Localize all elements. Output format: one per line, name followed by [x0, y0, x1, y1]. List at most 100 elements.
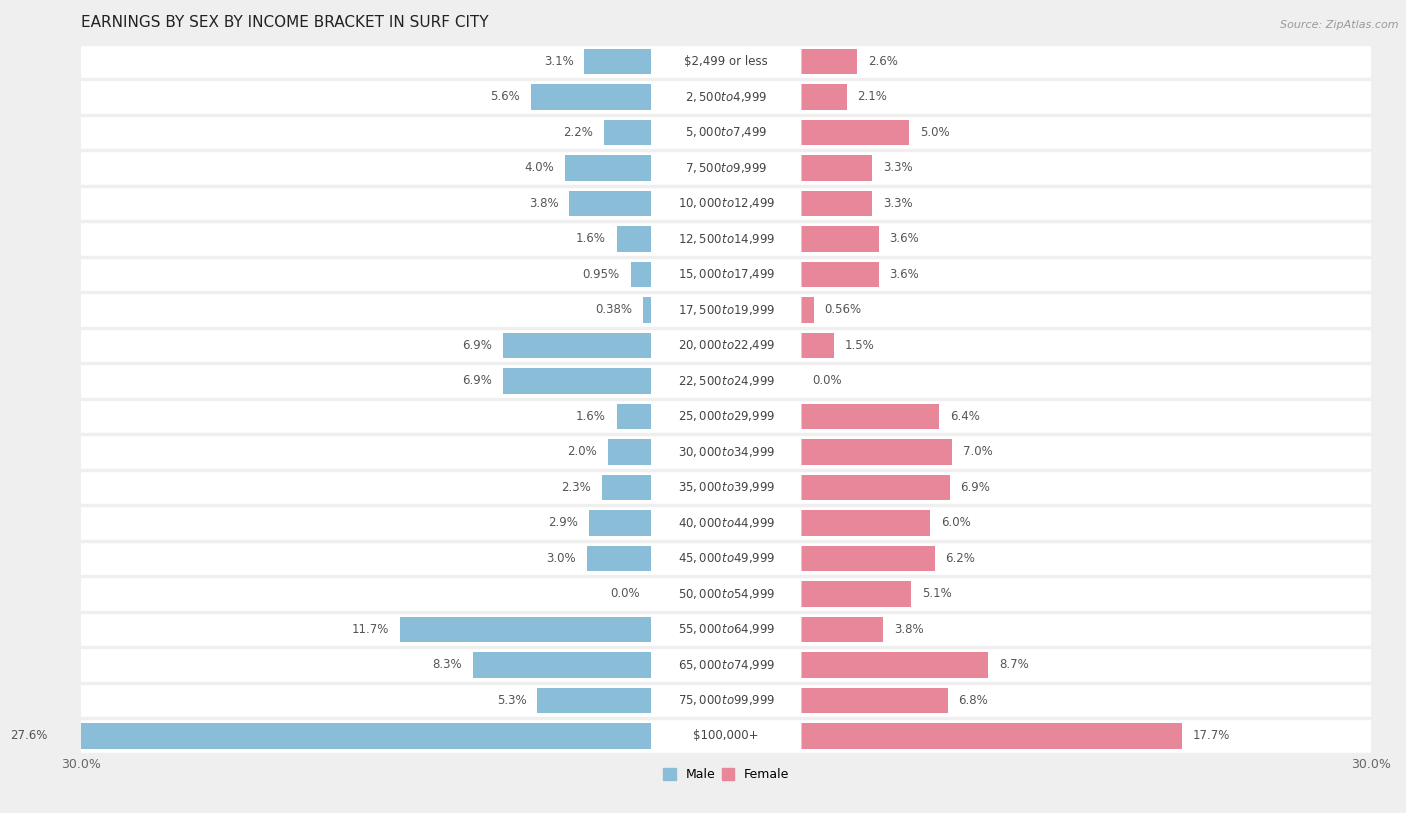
- FancyBboxPatch shape: [651, 333, 801, 359]
- FancyBboxPatch shape: [82, 291, 1371, 328]
- FancyBboxPatch shape: [651, 155, 801, 180]
- FancyBboxPatch shape: [82, 150, 1371, 186]
- FancyBboxPatch shape: [82, 433, 1371, 470]
- FancyBboxPatch shape: [82, 504, 1371, 541]
- Bar: [801, 262, 879, 287]
- FancyBboxPatch shape: [82, 469, 1371, 506]
- Text: $35,000 to $39,999: $35,000 to $39,999: [678, 480, 775, 494]
- Bar: [801, 723, 1182, 749]
- FancyBboxPatch shape: [82, 646, 1371, 683]
- FancyBboxPatch shape: [651, 403, 801, 429]
- Text: 2.9%: 2.9%: [548, 516, 578, 529]
- FancyBboxPatch shape: [82, 256, 1371, 293]
- Text: 8.7%: 8.7%: [1000, 659, 1029, 672]
- Text: $100,000+: $100,000+: [693, 729, 759, 742]
- Bar: [586, 546, 651, 571]
- Text: 2.6%: 2.6%: [868, 55, 898, 68]
- Text: 6.2%: 6.2%: [945, 552, 976, 565]
- Text: 2.3%: 2.3%: [561, 480, 591, 493]
- FancyBboxPatch shape: [651, 546, 801, 571]
- Text: $15,000 to $17,499: $15,000 to $17,499: [678, 267, 775, 281]
- Text: $20,000 to $22,499: $20,000 to $22,499: [678, 338, 775, 352]
- Bar: [801, 84, 846, 110]
- FancyBboxPatch shape: [651, 439, 801, 465]
- Bar: [801, 652, 988, 677]
- Bar: [565, 155, 651, 180]
- Bar: [801, 546, 935, 571]
- FancyBboxPatch shape: [651, 297, 801, 323]
- Text: 3.6%: 3.6%: [890, 233, 920, 246]
- FancyBboxPatch shape: [651, 120, 801, 146]
- Bar: [801, 49, 858, 74]
- Text: 8.3%: 8.3%: [432, 659, 463, 672]
- Text: 6.9%: 6.9%: [463, 339, 492, 352]
- Bar: [631, 262, 651, 287]
- Bar: [801, 475, 950, 500]
- FancyBboxPatch shape: [651, 616, 801, 642]
- Bar: [801, 155, 872, 180]
- Text: $65,000 to $74,999: $65,000 to $74,999: [678, 658, 775, 672]
- Bar: [617, 226, 651, 252]
- Text: $45,000 to $49,999: $45,000 to $49,999: [678, 551, 775, 565]
- Bar: [801, 120, 908, 146]
- Text: 2.1%: 2.1%: [858, 90, 887, 103]
- Bar: [801, 581, 911, 606]
- Bar: [801, 510, 931, 536]
- Legend: Male, Female: Male, Female: [658, 763, 794, 786]
- Text: 3.3%: 3.3%: [883, 197, 912, 210]
- FancyBboxPatch shape: [651, 190, 801, 216]
- FancyBboxPatch shape: [651, 581, 801, 606]
- Bar: [801, 297, 814, 323]
- Bar: [602, 475, 651, 500]
- Text: 0.38%: 0.38%: [595, 303, 633, 316]
- Text: 27.6%: 27.6%: [10, 729, 46, 742]
- Bar: [801, 403, 939, 429]
- Text: 5.6%: 5.6%: [491, 90, 520, 103]
- Text: 3.0%: 3.0%: [546, 552, 576, 565]
- FancyBboxPatch shape: [651, 262, 801, 287]
- FancyBboxPatch shape: [82, 717, 1371, 754]
- Text: 3.8%: 3.8%: [894, 623, 924, 636]
- Text: 1.5%: 1.5%: [845, 339, 875, 352]
- Bar: [603, 120, 651, 146]
- FancyBboxPatch shape: [82, 576, 1371, 612]
- Bar: [589, 510, 651, 536]
- Text: $25,000 to $29,999: $25,000 to $29,999: [678, 410, 775, 424]
- Text: 0.56%: 0.56%: [824, 303, 862, 316]
- FancyBboxPatch shape: [651, 688, 801, 713]
- Text: 3.1%: 3.1%: [544, 55, 574, 68]
- FancyBboxPatch shape: [651, 510, 801, 536]
- Text: 17.7%: 17.7%: [1192, 729, 1230, 742]
- Text: 5.0%: 5.0%: [920, 126, 949, 139]
- Bar: [801, 333, 834, 359]
- Bar: [537, 688, 651, 713]
- Text: $50,000 to $54,999: $50,000 to $54,999: [678, 587, 775, 601]
- Bar: [801, 616, 883, 642]
- Text: $7,500 to $9,999: $7,500 to $9,999: [685, 161, 768, 175]
- Bar: [801, 190, 872, 216]
- Text: 7.0%: 7.0%: [963, 446, 993, 459]
- Text: 3.8%: 3.8%: [529, 197, 558, 210]
- Text: 3.3%: 3.3%: [883, 162, 912, 175]
- FancyBboxPatch shape: [82, 540, 1371, 576]
- Bar: [801, 688, 948, 713]
- FancyBboxPatch shape: [82, 78, 1371, 115]
- FancyBboxPatch shape: [82, 611, 1371, 648]
- Text: 0.95%: 0.95%: [582, 267, 620, 280]
- Bar: [503, 333, 651, 359]
- FancyBboxPatch shape: [651, 652, 801, 677]
- Text: 4.0%: 4.0%: [524, 162, 554, 175]
- Text: $30,000 to $34,999: $30,000 to $34,999: [678, 445, 775, 459]
- Text: $2,499 or less: $2,499 or less: [685, 55, 768, 68]
- Text: EARNINGS BY SEX BY INCOME BRACKET IN SURF CITY: EARNINGS BY SEX BY INCOME BRACKET IN SUR…: [82, 15, 489, 30]
- FancyBboxPatch shape: [651, 226, 801, 252]
- Text: 3.6%: 3.6%: [890, 267, 920, 280]
- Bar: [399, 616, 651, 642]
- Text: $2,500 to $4,999: $2,500 to $4,999: [685, 90, 768, 104]
- Bar: [569, 190, 651, 216]
- Text: $10,000 to $12,499: $10,000 to $12,499: [678, 197, 775, 211]
- Text: 6.4%: 6.4%: [950, 410, 980, 423]
- Text: 6.9%: 6.9%: [960, 480, 990, 493]
- Text: 5.3%: 5.3%: [496, 693, 526, 706]
- Text: 5.1%: 5.1%: [922, 587, 952, 600]
